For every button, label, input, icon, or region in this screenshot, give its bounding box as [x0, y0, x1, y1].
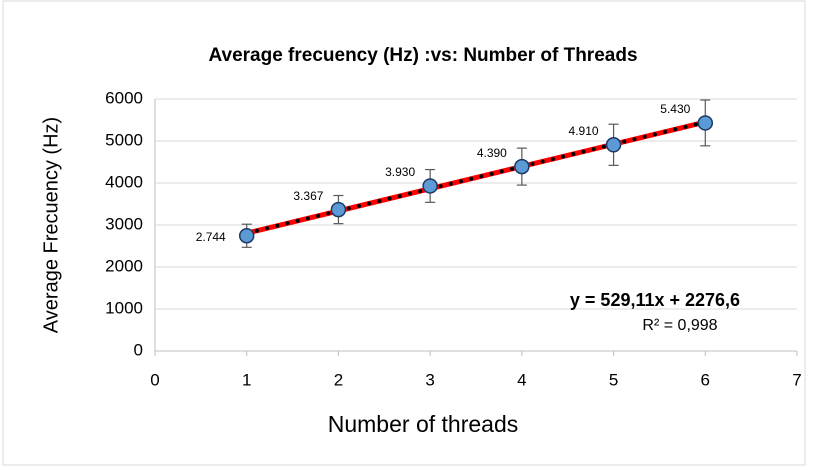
data-label: 3.930 [385, 165, 415, 179]
point [422, 178, 438, 194]
chart-title: Average frecuency (Hz) :vs: Number of Th… [208, 45, 637, 66]
chart-frame [2, 0, 806, 466]
y-axis-label: Average Frecuency (Hz) [40, 117, 62, 333]
data-label: 4.910 [569, 124, 599, 138]
point [238, 228, 255, 244]
x-axis-label: Number of threads [328, 411, 518, 437]
x-tick-label: 4 [517, 370, 526, 389]
point [605, 137, 622, 153]
point [514, 158, 530, 175]
x-tick-label: 0 [150, 370, 159, 389]
x-tick-label: 7 [792, 370, 801, 389]
x-tick-label: 3 [425, 370, 434, 389]
x-tick-label: 5 [609, 370, 618, 389]
y-tick-label: 1000 [105, 298, 143, 317]
y-tick-label: 4000 [105, 172, 143, 191]
x-tick-label: 1 [242, 370, 251, 389]
trendline-r2: R² = 0,998 [642, 317, 717, 334]
y-tick-label: 6000 [105, 88, 143, 107]
x-tick-label: 2 [334, 370, 343, 389]
y-tick-label: 3000 [105, 214, 143, 233]
y-tick-label: 2000 [105, 256, 143, 275]
data-label: 5.430 [660, 102, 690, 116]
x-tick-label: 6 [701, 370, 710, 389]
point [697, 115, 714, 131]
y-tick-label: 5000 [105, 130, 143, 149]
data-label: 3.367 [293, 189, 323, 203]
data-label: 2.744 [196, 230, 226, 244]
data-label: 4.390 [477, 146, 507, 160]
trendline-equation: y = 529,11x + 2276,6 [570, 290, 740, 310]
trendline [246, 119, 706, 236]
y-tick-label: 0 [134, 340, 143, 359]
point [330, 201, 347, 218]
